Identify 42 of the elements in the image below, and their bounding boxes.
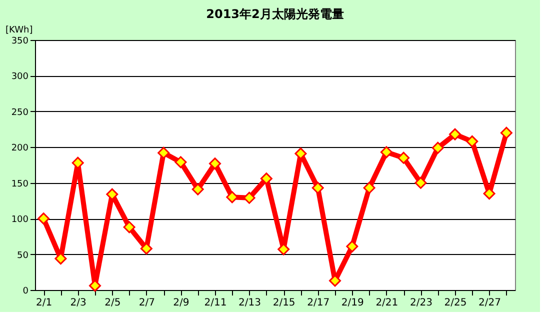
point: [449, 128, 461, 140]
y-tick-label: 350: [11, 36, 29, 46]
x-tick-label: 2/13: [238, 298, 262, 308]
point: [414, 176, 427, 189]
chart-title: 2013年2月太陽光発電量: [206, 7, 344, 21]
point: [260, 172, 272, 185]
point: [192, 183, 204, 196]
x-tick-label: 2/27: [478, 298, 502, 308]
x-tick-label: 2/15: [272, 298, 296, 308]
y-tick-label: 300: [11, 72, 29, 82]
point: [38, 212, 50, 225]
x-tick-label: 2/3: [70, 298, 86, 308]
y-tick-label: 250: [11, 108, 29, 118]
x-tick-label: 2/23: [410, 298, 432, 308]
point: [466, 135, 478, 148]
point: [174, 156, 187, 168]
y-tick-label: 200: [11, 144, 29, 154]
x-tick-label: 2/17: [307, 298, 330, 308]
y-tick-label: 100: [11, 215, 29, 226]
point: [209, 158, 221, 170]
x-tick-label: 2/11: [204, 298, 227, 308]
y-tick-label: 50: [17, 250, 29, 261]
x-tick-label: 2/5: [104, 298, 121, 308]
x-tick-label: 2/9: [173, 298, 190, 308]
x-tick-label: 2/21: [376, 298, 398, 308]
point: [380, 146, 392, 158]
x-tick-label: 2/19: [341, 298, 364, 308]
point: [312, 182, 324, 194]
point: [500, 126, 512, 139]
y-tick-label: 0: [22, 286, 29, 296]
point: [158, 146, 170, 159]
y-axis-title: [KWh]: [6, 26, 33, 36]
point: [363, 182, 376, 194]
point: [346, 240, 358, 252]
x-tick-label: 2/25: [444, 298, 467, 308]
point: [72, 156, 84, 169]
y-tick-label: 150: [11, 179, 29, 190]
point: [123, 221, 136, 234]
point: [432, 142, 444, 154]
point: [398, 152, 410, 164]
x-tick-label: 2/7: [138, 298, 155, 308]
x-tick-label: 2/1: [36, 298, 52, 308]
